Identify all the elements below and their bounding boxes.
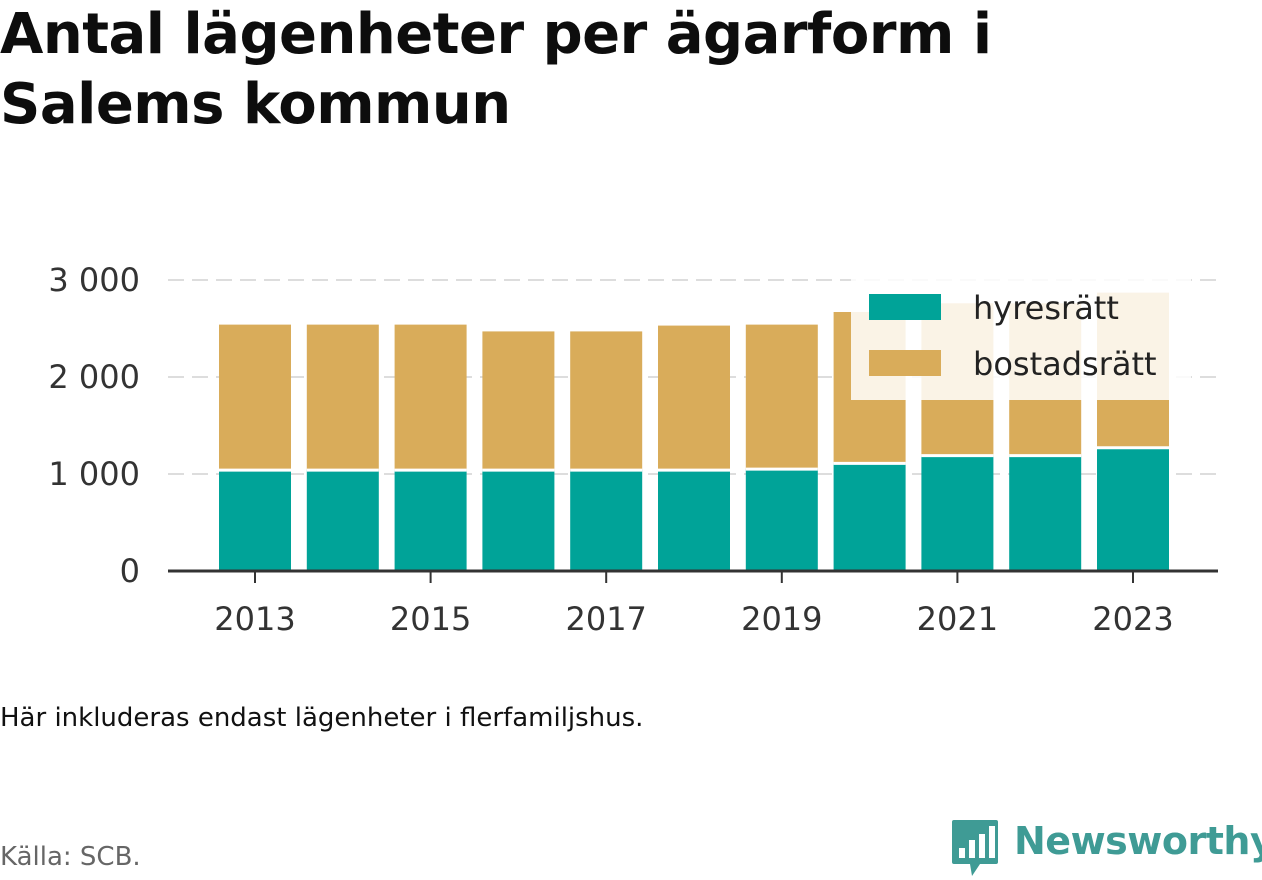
chart-title: Antal lägenheter per ägarform i Salems k…	[0, 2, 992, 137]
x-tick-label: 2015	[390, 600, 471, 638]
legend-swatch-bostadsratt	[869, 350, 941, 376]
bar-hyresratt-2013	[219, 470, 291, 571]
bar-bostadsratt-2019	[745, 324, 818, 470]
legend: hyresrätt bostadsrätt	[851, 278, 1191, 400]
legend-label-bostadsratt: bostadsrätt	[973, 345, 1157, 383]
x-tick-label: 2023	[1092, 600, 1173, 638]
bar-hyresratt-2020	[833, 463, 906, 571]
bar-hyresratt-2014	[306, 470, 379, 571]
source-credit: Källa: SCB.	[0, 842, 141, 872]
bar-bostadsratt-2016	[482, 331, 555, 471]
legend-swatch-hyresratt	[869, 294, 941, 320]
y-tick-label: 1 000	[48, 455, 140, 493]
bar-bostadsratt-2014	[306, 324, 379, 471]
bar-bostadsratt-2015	[394, 324, 467, 471]
bar-hyresratt-2018	[658, 470, 730, 571]
bar-hyresratt-2017	[570, 470, 643, 571]
bar-bostadsratt-2013	[219, 324, 291, 471]
bar-hyresratt-2019	[745, 469, 818, 571]
brand-name: Newsworthy	[1014, 819, 1262, 863]
y-tick-label: 2 000	[48, 358, 140, 396]
y-tick-label: 3 000	[48, 261, 140, 299]
x-tick-label: 2017	[565, 600, 646, 638]
x-tick-label: 2021	[917, 600, 998, 638]
bar-hyresratt-2015	[394, 470, 467, 571]
chart-note: Här inkluderas endast lägenheter i flerf…	[0, 703, 644, 733]
bar-bostadsratt-2018	[658, 325, 730, 471]
bar-hyresratt-2021	[921, 455, 994, 571]
stacked-bar-chart: 0 1 000 2 000 3 000 2013 2015 2017 2019 2021 2023…	[48, 261, 1218, 638]
y-tick-label: 0	[120, 552, 140, 590]
bar-hyresratt-2023	[1097, 447, 1169, 571]
bar-hyresratt-2022	[1009, 455, 1082, 571]
bar-chart-speech-bubble-icon	[952, 820, 998, 876]
bar-hyresratt-2016	[482, 470, 555, 571]
axes: 0 1 000 2 000 3 000 2013 2015 2017 2019 2021 2023	[48, 261, 1218, 638]
x-tick-label: 2013	[214, 600, 295, 638]
legend-label-hyresratt: hyresrätt	[973, 289, 1119, 327]
bar-bostadsratt-2017	[570, 331, 643, 471]
newsworthy-logo: Newsworthy	[950, 818, 1262, 880]
x-tick-label: 2019	[741, 600, 822, 638]
